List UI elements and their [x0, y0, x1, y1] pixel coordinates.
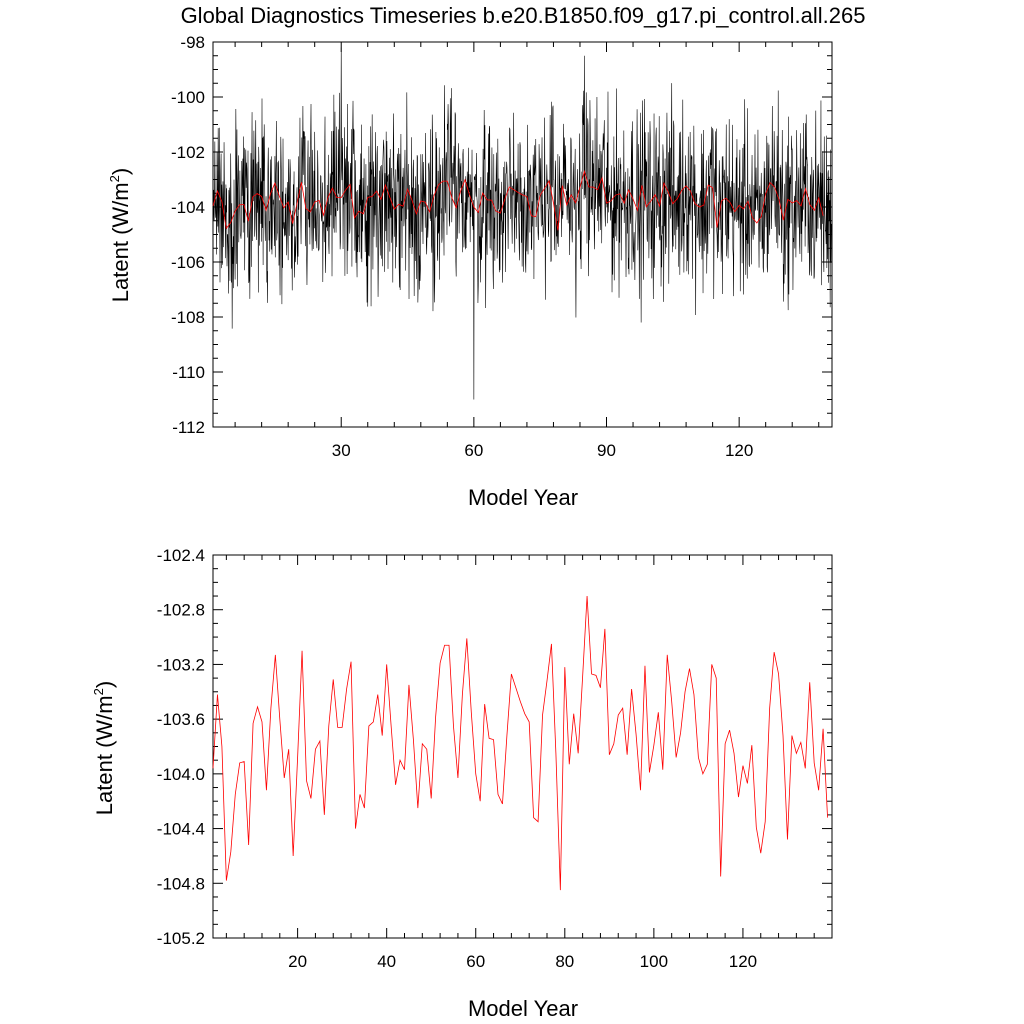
top-series-line-1: [212, 169, 824, 231]
bottom-panel: -102.4 -102.8 -103.2 -103.6 -104.0 -104.4 -104…: [91, 546, 833, 1021]
top-panel: -98 -100 -102 -104 -106 -108 -110 -112 30 60 90 12…: [107, 33, 833, 510]
bottom-y-tick-label: -104.0: [157, 765, 205, 784]
top-y-tick-label: -108: [171, 308, 205, 327]
bottom-y-axis-title-main: Latent (W/m: [92, 695, 117, 815]
bottom-x-tick-label: 40: [377, 952, 396, 971]
bottom-series: [212, 596, 828, 891]
top-y-tick-labels: -98 -100 -102 -104 -106 -108 -110 -112: [171, 33, 205, 437]
bottom-y-tick-label: -102.4: [157, 546, 205, 565]
top-y-tick-label: -102: [171, 143, 205, 162]
bottom-ticks: [213, 554, 832, 939]
top-y-tick-label: -106: [171, 253, 205, 272]
bottom-series-line-0: [212, 596, 828, 891]
bottom-y-axis-title-sup: 2: [91, 688, 106, 695]
top-x-tick-label: 90: [597, 441, 616, 460]
bottom-y-tick-label: -103.2: [157, 655, 205, 674]
top-series-line-0: [212, 47, 832, 400]
top-y-tick-label: -112: [172, 418, 205, 437]
bottom-x-tick-label: 120: [729, 952, 757, 971]
top-x-tick-labels: 30 60 90 120: [332, 441, 754, 460]
bottom-y-tick-label: -104.8: [157, 874, 205, 893]
bottom-x-axis-title: Model Year: [468, 996, 578, 1021]
top-x-tick-label: 30: [332, 441, 351, 460]
bottom-x-tick-label: 20: [288, 952, 307, 971]
top-x-axis-title: Model Year: [468, 485, 578, 510]
bottom-x-tick-labels: 20 40 60 80 100 120: [288, 952, 757, 971]
bottom-plot-frame: [212, 554, 833, 939]
top-x-tick-label: 120: [725, 441, 753, 460]
bottom-y-axis-title: Latent (W/m2): [91, 681, 117, 815]
bottom-x-tick-label: 60: [466, 952, 485, 971]
bottom-y-tick-labels: -102.4 -102.8 -103.2 -103.6 -104.0 -104.4 -104…: [157, 546, 205, 948]
top-y-tick-label: -98: [180, 33, 205, 52]
top-x-tick-label: 60: [464, 441, 483, 460]
top-y-tick-label: -110: [172, 363, 205, 382]
top-y-axis-title-main: Latent (W/m: [108, 182, 133, 302]
bottom-x-tick-label: 80: [555, 952, 574, 971]
top-y-tick-label: -104: [171, 198, 205, 217]
bottom-y-tick-label: -104.4: [157, 820, 205, 839]
top-y-axis-title-close: ): [108, 168, 133, 175]
bottom-y-axis-title-close: ): [92, 681, 117, 688]
bottom-y-tick-label: -102.8: [157, 601, 205, 620]
bottom-x-tick-label: 100: [640, 952, 668, 971]
top-y-axis-title: Latent (W/m2): [107, 168, 133, 302]
top-y-axis-title-sup: 2: [107, 175, 122, 182]
figure-title: Global Diagnostics Timeseries b.e20.B185…: [181, 3, 866, 28]
bottom-y-tick-label: -103.6: [157, 710, 205, 729]
bottom-y-tick-label: -105.2: [157, 929, 205, 948]
top-y-tick-label: -100: [171, 88, 205, 107]
top-series: [212, 47, 832, 400]
